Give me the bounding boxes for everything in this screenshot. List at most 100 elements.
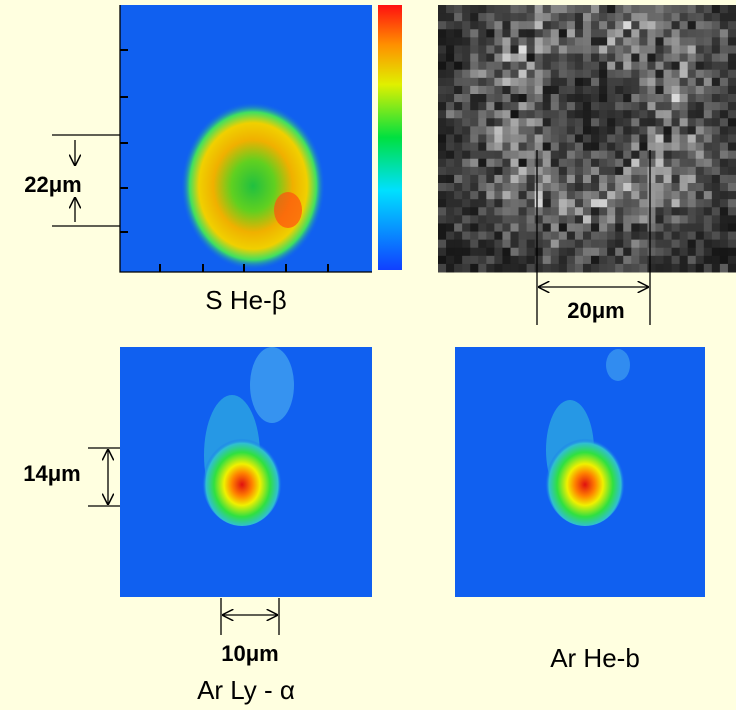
pixel xyxy=(462,77,471,87)
pixel xyxy=(615,77,624,87)
pixel xyxy=(542,183,552,192)
pixel xyxy=(727,255,736,265)
pixel xyxy=(454,21,463,30)
pixel xyxy=(615,150,624,160)
pixel xyxy=(647,166,656,176)
pixel xyxy=(591,29,600,38)
pixel xyxy=(486,150,495,160)
pixel xyxy=(695,61,705,71)
pixel xyxy=(454,134,463,144)
pixel xyxy=(542,37,552,46)
pixel xyxy=(446,21,455,30)
pixel xyxy=(510,5,520,14)
pixel xyxy=(550,191,560,200)
pixel xyxy=(711,69,721,79)
pixel xyxy=(623,255,632,265)
pixel xyxy=(695,29,705,38)
pixel xyxy=(478,37,487,46)
pixel xyxy=(655,85,665,95)
pixel xyxy=(647,37,656,46)
dimension-label: 14μm xyxy=(23,461,81,486)
pixel xyxy=(615,215,624,224)
pixel xyxy=(510,94,520,103)
pixel xyxy=(550,110,560,119)
pixel xyxy=(462,191,471,200)
pixel xyxy=(615,118,624,127)
pixel xyxy=(663,13,673,22)
pixel xyxy=(534,21,544,30)
pixel xyxy=(478,29,487,38)
pixel xyxy=(454,247,463,257)
pixel xyxy=(494,126,503,135)
pixel xyxy=(631,29,640,38)
pixel xyxy=(478,255,487,265)
pixel xyxy=(671,102,681,111)
pixel xyxy=(566,77,576,87)
pixel xyxy=(518,69,528,79)
pixel xyxy=(462,102,471,111)
pixel xyxy=(671,183,681,192)
pixel xyxy=(703,174,713,184)
pixel xyxy=(438,255,447,265)
pixel xyxy=(623,29,632,38)
pixel xyxy=(486,69,495,79)
pixel xyxy=(478,126,487,135)
pixel xyxy=(727,134,736,144)
pixel xyxy=(591,85,600,95)
pixel xyxy=(607,207,616,216)
pixel xyxy=(623,191,632,200)
pixel xyxy=(494,45,503,55)
pixel xyxy=(719,263,729,273)
pixel xyxy=(599,215,608,224)
pixel xyxy=(502,126,511,135)
pixel xyxy=(647,174,656,184)
pixel xyxy=(486,207,495,216)
pixel xyxy=(470,207,479,216)
pixel xyxy=(591,199,600,208)
pixel xyxy=(582,77,592,87)
pixel xyxy=(599,183,608,192)
pixel xyxy=(687,69,697,79)
pixel xyxy=(607,21,616,30)
pixel xyxy=(727,5,736,14)
pixel xyxy=(510,142,520,152)
pixel xyxy=(695,239,705,249)
pixel xyxy=(719,174,729,184)
pixel xyxy=(566,166,576,176)
pixel xyxy=(558,215,568,224)
pixel xyxy=(711,77,721,87)
pixel xyxy=(695,247,705,257)
pixel xyxy=(582,134,592,144)
pixel xyxy=(582,69,592,79)
pixel xyxy=(510,191,520,200)
pixel xyxy=(510,263,520,273)
pixel xyxy=(462,231,471,241)
pixel xyxy=(462,21,471,30)
pixel xyxy=(454,191,463,200)
pixel xyxy=(566,199,576,208)
pixel xyxy=(502,215,511,224)
pixel xyxy=(663,61,673,71)
pixel xyxy=(510,231,520,241)
pixel xyxy=(607,191,616,200)
pixel xyxy=(550,166,560,176)
pixel xyxy=(478,223,487,233)
pixel xyxy=(574,94,584,103)
pixel xyxy=(663,94,673,103)
pixel xyxy=(534,247,544,257)
pixel xyxy=(631,61,640,71)
pixel xyxy=(663,158,673,168)
pixel xyxy=(703,118,713,127)
pixel xyxy=(550,77,560,87)
pixel xyxy=(558,255,568,265)
panel-label: S He-β xyxy=(205,285,286,315)
pixel xyxy=(599,207,608,216)
pixel xyxy=(446,5,455,14)
pixel xyxy=(510,166,520,176)
pixel xyxy=(623,5,632,14)
pixel xyxy=(534,29,544,38)
pixel xyxy=(711,94,721,103)
pixel xyxy=(454,199,463,208)
pixel xyxy=(719,53,729,63)
pixel xyxy=(687,85,697,95)
